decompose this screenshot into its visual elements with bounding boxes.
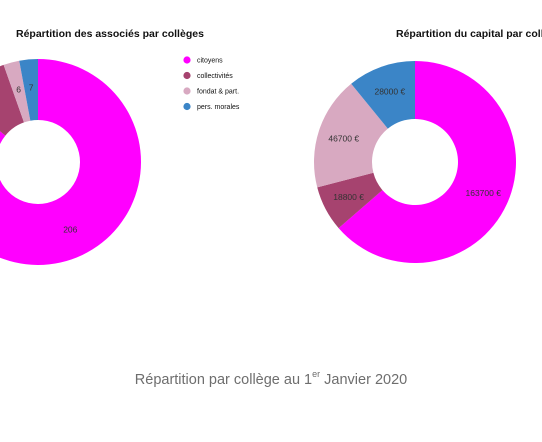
caption-superscript: er (312, 369, 321, 379)
legend-marker-collectivites (183, 71, 191, 80)
associes-slice-collectivites (0, 64, 24, 136)
capital-label-citoyens: 163700 € (465, 188, 501, 198)
legend-label-collectivites: collectivités (197, 73, 233, 80)
associes-label-fondat-part: 6 (16, 85, 21, 95)
legend-marker-citoyens (183, 56, 191, 64)
associes-donut-chart: 2062167Répartition des associés par coll… (0, 28, 204, 265)
associes-slice-fondat-part (3, 60, 31, 123)
legend-marker-fondat-part (183, 87, 191, 95)
legend: citoyens collectivités fondat & part. pers.… (183, 56, 240, 111)
capital-donut-chart: 163700 € 18800 € 46700 € 28000 € Répartition… (314, 28, 542, 263)
capital-title: Répartition du capital par collè (396, 28, 542, 40)
legend-label-pers-morales: pers. morales (197, 104, 240, 111)
legend-label-citoyens: citoyens (197, 58, 223, 65)
capital-slice-fondat-part (314, 83, 388, 188)
associes-label-pers-morales: 7 (29, 82, 34, 92)
capital-slice-pers-morales (351, 61, 415, 129)
caption-text: Répartition par collège au 1 (134, 371, 313, 388)
associes-slice-pers-morales (19, 59, 38, 121)
capital-slice-collectivites (317, 172, 383, 229)
capital-label-pers-morales: 28000 € (374, 86, 405, 96)
caption-date: Janvier 2020 (320, 371, 408, 388)
capital-label-collectivites: 18800 € (333, 192, 364, 202)
capital-slice-citoyens (338, 61, 516, 263)
associes-slice-citoyens (0, 59, 141, 265)
caption: Répartition par collège au 1er Janvier 2… (0, 369, 542, 388)
capital-label-fondat-part: 46700 € (328, 134, 359, 144)
legend-label-fondat-part: fondat & part. (197, 89, 239, 96)
associes-title: Répartition des associés par collèges (16, 28, 204, 40)
legend-marker-pers-morales (183, 102, 191, 111)
associes-label-citoyens: 206 (63, 225, 77, 235)
